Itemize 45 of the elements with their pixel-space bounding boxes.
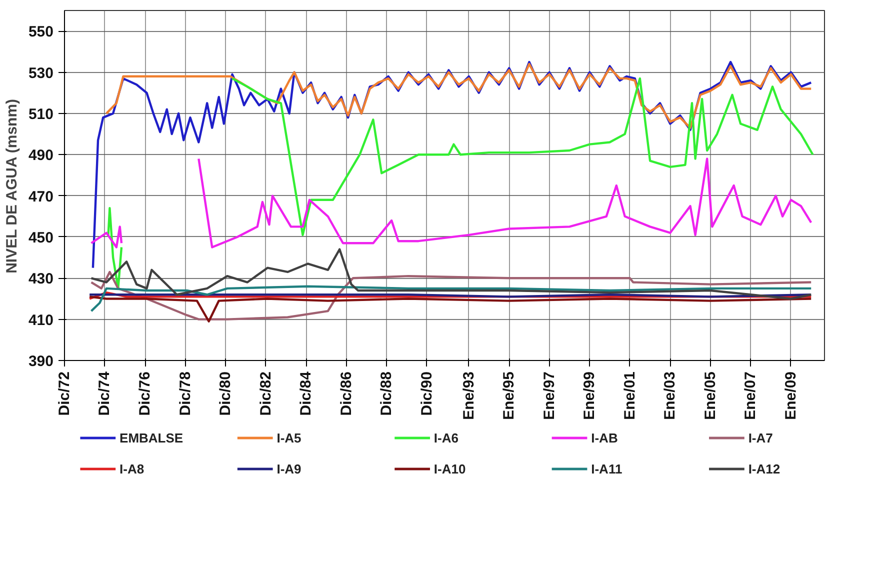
line-series: [90, 248, 812, 300]
y-tick-label: 510: [28, 106, 54, 123]
x-tick-label: Dic/76: [136, 371, 154, 416]
x-tick-label: Ene/01: [621, 371, 638, 420]
x-tick-label: Dic/74: [96, 370, 114, 416]
y-axis-title: NIVEL DE AGUA (msnm): [3, 98, 20, 274]
y-tick-label: 550: [28, 24, 54, 41]
legend-label: I-A5: [276, 430, 302, 446]
x-tick-label: Ene/07: [742, 371, 760, 420]
x-tick-label: Ene/97: [540, 371, 558, 420]
legend-label: I-A6: [434, 430, 458, 446]
y-tick-label: 490: [28, 147, 54, 164]
y-tick-label: 470: [28, 188, 54, 206]
x-tick-label: Dic/84: [298, 370, 315, 416]
x-tick-label: Ene/93: [460, 371, 478, 420]
x-tick-label: Ene/03: [662, 371, 679, 420]
x-tick-label: Dic/80: [217, 371, 234, 416]
y-tick-label: 410: [28, 312, 54, 329]
legend-label: I-A9: [276, 462, 302, 476]
x-tick-label: Dic/86: [338, 371, 355, 416]
x-tick-label: Ene/95: [500, 371, 518, 420]
y-tick-label: 430: [28, 270, 54, 288]
legend-label: I-AB: [591, 430, 618, 446]
x-tick-label: Dic/90: [418, 371, 436, 416]
y-tick-label: 450: [28, 229, 54, 246]
y-tick-label: 530: [28, 64, 54, 82]
x-tick-label: Ene/05: [702, 371, 719, 420]
x-tick-label: Ene/99: [581, 371, 598, 420]
x-tick-label: Dic/78: [176, 371, 194, 416]
legend-label: I-A7: [748, 430, 773, 446]
y-tick-label: 390: [28, 353, 54, 370]
legend-label: I-A8: [120, 462, 144, 476]
legend-label: EMBALSE: [120, 430, 184, 446]
x-tick-label: Dic/82: [257, 371, 274, 416]
legend-label: I-A11: [591, 462, 622, 476]
legend-label: I-A10: [434, 462, 466, 476]
line-series: [90, 270, 812, 320]
line-series: [92, 60, 812, 269]
line-series: [105, 62, 812, 129]
line-series: [90, 285, 812, 312]
line-series: [88, 296, 812, 322]
legend-label: I-A12: [748, 462, 780, 476]
x-tick-label: Dic/72: [56, 371, 73, 416]
x-tick-label: Ene/09: [782, 371, 800, 420]
x-tick-label: Dic/88: [378, 371, 396, 416]
